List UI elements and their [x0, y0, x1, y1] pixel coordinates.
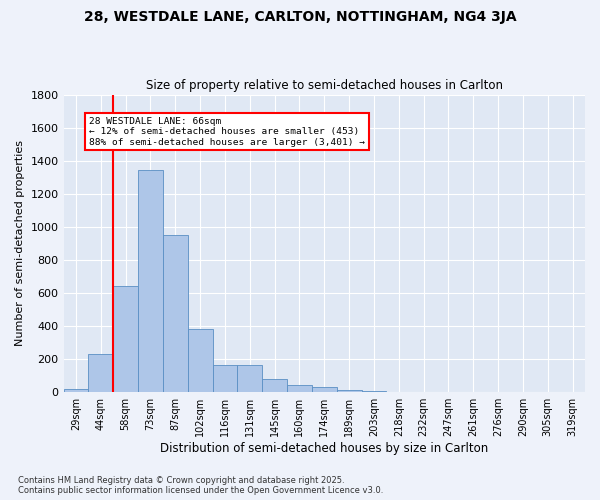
Bar: [262, 379, 287, 392]
Bar: [337, 390, 362, 392]
Bar: [238, 365, 262, 392]
Bar: [113, 286, 138, 392]
Bar: [212, 365, 238, 392]
Bar: [312, 387, 337, 392]
Bar: [362, 391, 386, 392]
Bar: [138, 170, 163, 392]
Bar: [163, 235, 188, 392]
Text: 28, WESTDALE LANE, CARLTON, NOTTINGHAM, NG4 3JA: 28, WESTDALE LANE, CARLTON, NOTTINGHAM, …: [83, 10, 517, 24]
Text: Contains HM Land Registry data © Crown copyright and database right 2025.
Contai: Contains HM Land Registry data © Crown c…: [18, 476, 383, 495]
X-axis label: Distribution of semi-detached houses by size in Carlton: Distribution of semi-detached houses by …: [160, 442, 488, 455]
Text: 28 WESTDALE LANE: 66sqm
← 12% of semi-detached houses are smaller (453)
88% of s: 28 WESTDALE LANE: 66sqm ← 12% of semi-de…: [89, 117, 365, 146]
Bar: [287, 385, 312, 392]
Title: Size of property relative to semi-detached houses in Carlton: Size of property relative to semi-detach…: [146, 79, 503, 92]
Bar: [64, 388, 88, 392]
Bar: [88, 354, 113, 392]
Bar: [188, 328, 212, 392]
Y-axis label: Number of semi-detached properties: Number of semi-detached properties: [15, 140, 25, 346]
